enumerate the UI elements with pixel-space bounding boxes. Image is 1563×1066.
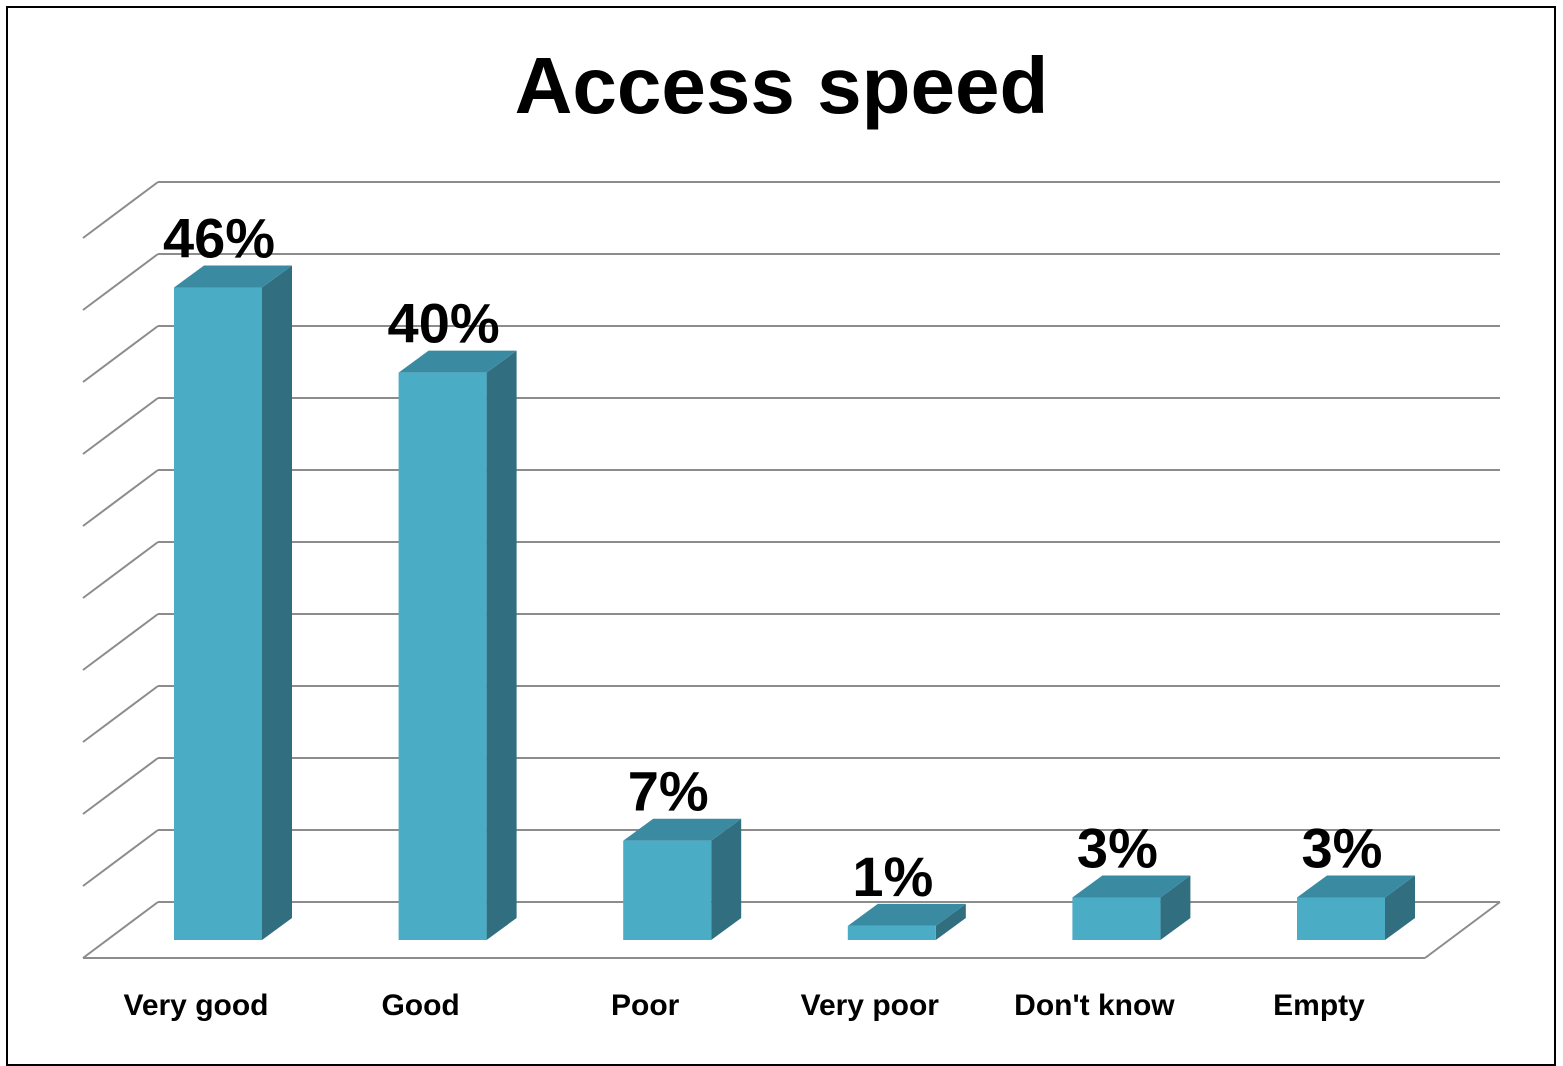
bar (623, 818, 742, 940)
bar-top (174, 265, 292, 288)
bar-front (398, 372, 487, 940)
bar-top (847, 903, 966, 926)
chart-title: Access speed (514, 41, 1049, 130)
bar-side (486, 350, 517, 940)
bar-side (1160, 875, 1191, 940)
bar-front (1072, 897, 1161, 940)
data-label: 3% (1302, 816, 1383, 879)
data-label: 3% (1077, 816, 1158, 879)
gridline-depth (82, 325, 159, 383)
bar-top (398, 350, 517, 373)
category-label: Very poor (801, 989, 940, 1022)
category-label: Don't know (1014, 989, 1175, 1022)
category-label: Empty (1273, 989, 1365, 1022)
bar-side (935, 903, 966, 940)
bar-front (623, 840, 712, 940)
gridline-depth (82, 469, 159, 527)
bar (847, 903, 966, 940)
data-label: 7% (628, 760, 709, 823)
bar-side (1385, 875, 1415, 940)
gridline-depth (82, 901, 159, 959)
category-labels: Very good Good Poor Very poor Don't know Empt… (123, 989, 1365, 1022)
bars (174, 265, 1415, 940)
gridline-depth (82, 181, 159, 239)
gridline-depth (82, 253, 159, 311)
bar-top (1072, 875, 1191, 898)
bar-front (174, 287, 262, 940)
category-label: Good (381, 989, 459, 1022)
bar-chart: 46% 40% 7% 1% 3% 3% Very good Good Poor Very poo… (82, 181, 1501, 1022)
data-labels: 46% 40% 7% 1% 3% 3% (163, 207, 1383, 908)
gridline-depth (82, 685, 159, 743)
gridline-depth (82, 829, 159, 887)
bar (1297, 875, 1415, 940)
gridline-depth (82, 541, 159, 599)
category-label: Poor (611, 989, 680, 1022)
gridline-depth (82, 757, 159, 815)
gridline-depth (82, 613, 159, 671)
bar-side (711, 818, 742, 940)
data-label: 1% (852, 845, 933, 908)
bar-front (847, 925, 936, 940)
data-label: 46% (163, 207, 275, 270)
bar-top (1297, 875, 1415, 898)
floor-right-edge (1424, 901, 1501, 959)
bar (1072, 875, 1191, 940)
gridline-depth (82, 397, 159, 455)
bar-side (262, 265, 292, 940)
bar (398, 350, 517, 940)
gridlines (82, 181, 1501, 959)
bar (174, 265, 292, 940)
bar-front (1297, 897, 1385, 940)
data-label: 40% (388, 292, 500, 355)
category-label: Very good (123, 989, 268, 1022)
bar-top (623, 818, 742, 841)
